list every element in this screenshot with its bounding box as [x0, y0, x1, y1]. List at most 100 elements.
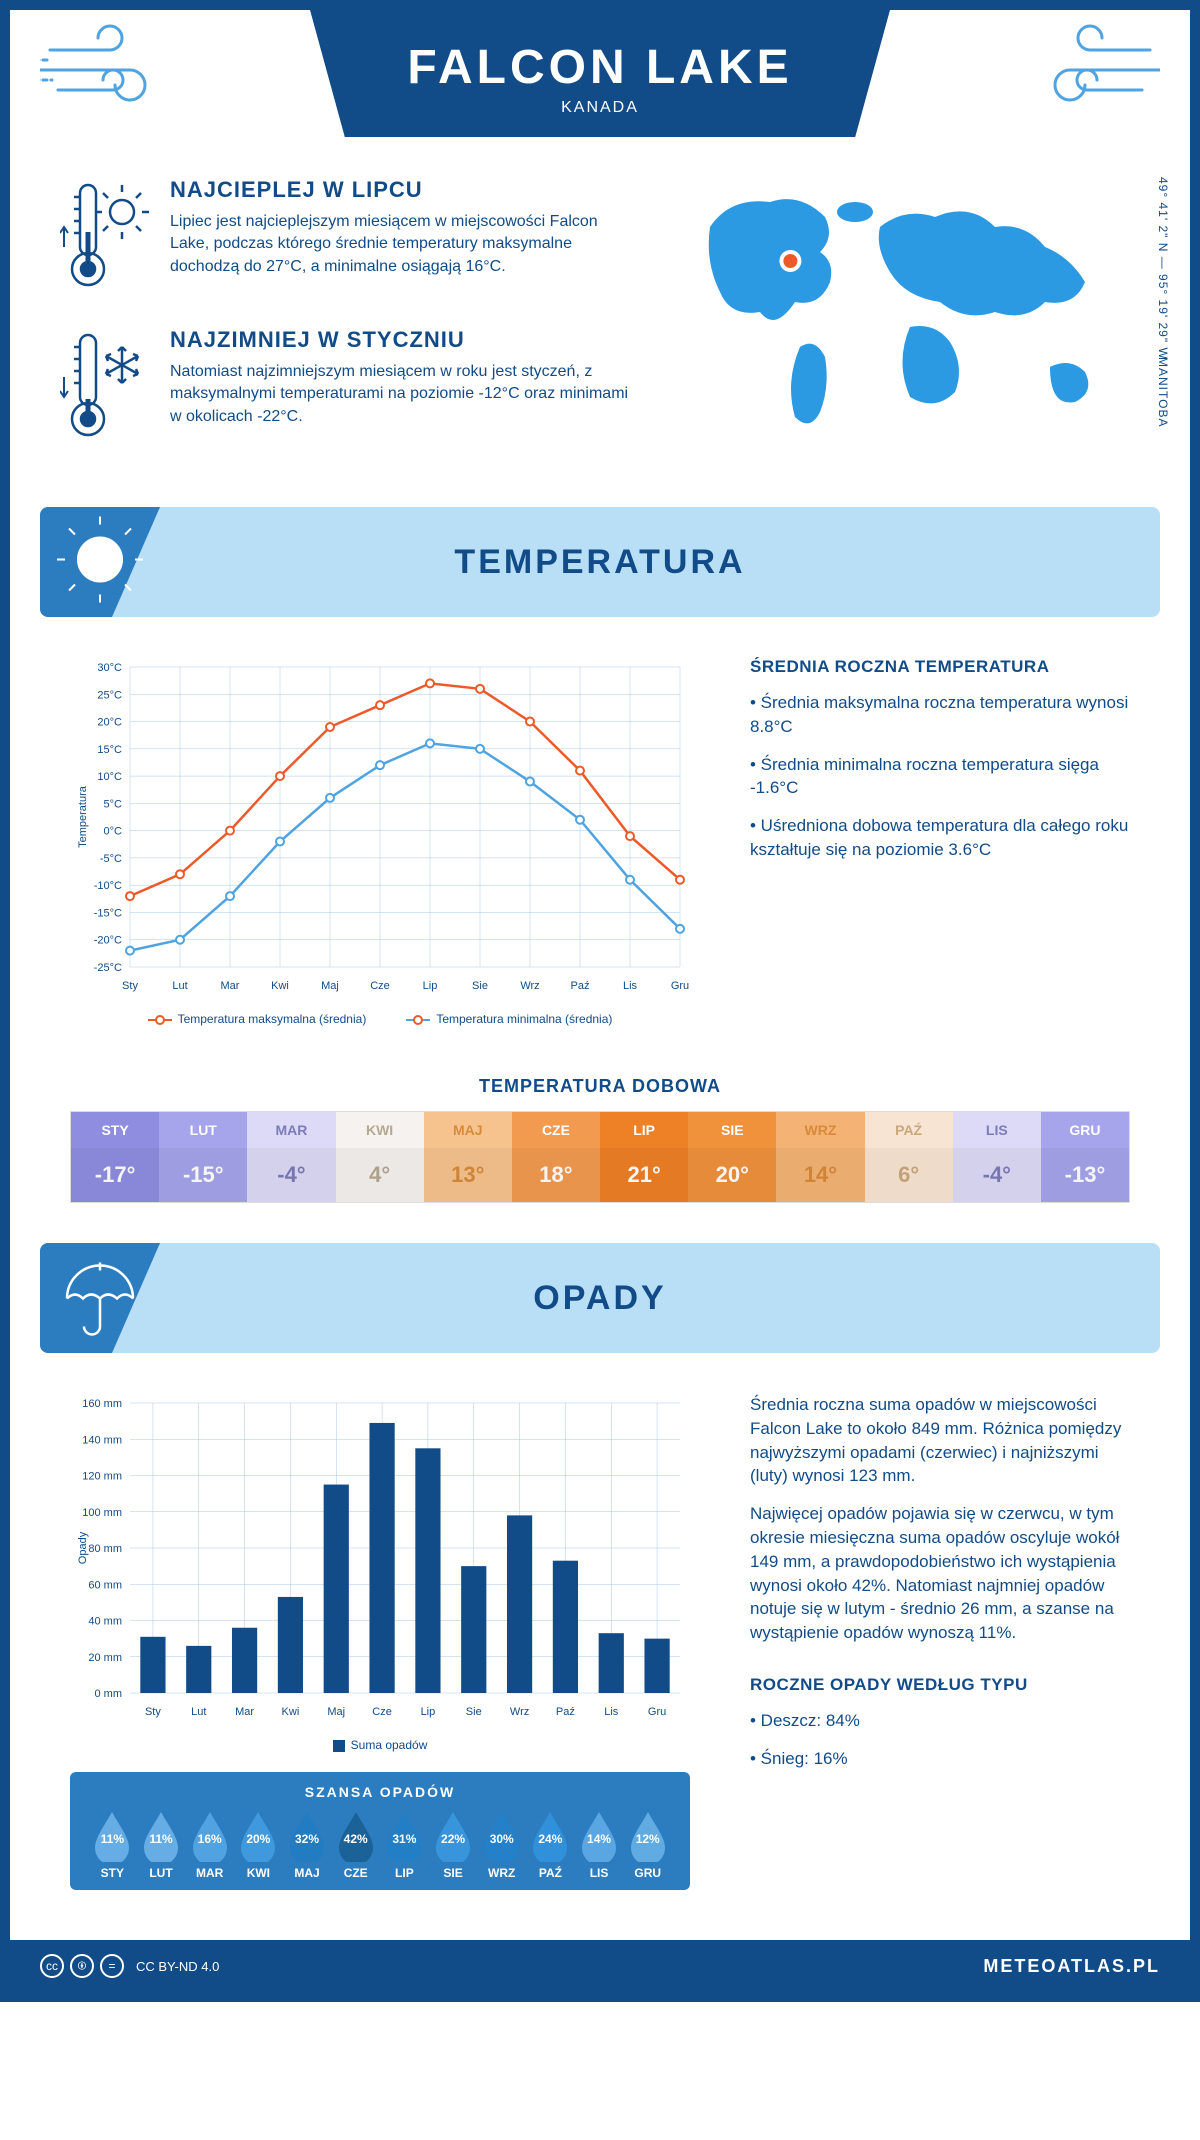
footer: cc 🅯 = CC BY-ND 4.0 METEOATLAS.PL	[10, 1940, 1190, 1992]
title-banner: FALCON LAKE KANADA	[310, 10, 890, 137]
raindrop-icon: 11%	[140, 1810, 182, 1862]
daily-cell: WRZ 14°	[776, 1112, 864, 1202]
precipitation-banner: OPADY	[40, 1243, 1160, 1353]
rain-chance-cell: 16% MAR	[185, 1810, 234, 1880]
svg-text:Sie: Sie	[466, 1706, 482, 1718]
rain-chance-cell: 32% MAJ	[283, 1810, 332, 1880]
svg-text:Cze: Cze	[372, 1706, 392, 1718]
svg-text:Lip: Lip	[423, 980, 438, 992]
svg-text:100 mm: 100 mm	[82, 1507, 122, 1519]
temperature-line-chart: -25°C -20°C -15°C -10°C -5°C 0°C 5°C 10°C 15°C 20…	[70, 657, 690, 997]
region-label: MANITOBA	[1156, 357, 1170, 427]
coldest-block: NAJZIMNIEJ W STYCZNIU Natomiast najzimni…	[60, 327, 640, 452]
raindrop-icon: 16%	[189, 1810, 231, 1862]
daily-cell: LIP 21°	[600, 1112, 688, 1202]
svg-text:Mar: Mar	[235, 1706, 254, 1718]
svg-text:-25°C: -25°C	[94, 962, 122, 974]
svg-text:Sty: Sty	[122, 980, 138, 992]
daily-temp-table: STY -17° LUT -15° MAR -4° KWI 4° MAJ 13°…	[70, 1111, 1130, 1203]
daily-cell: SIE 20°	[688, 1112, 776, 1202]
wind-icon-left	[40, 20, 180, 134]
svg-text:Lut: Lut	[172, 980, 187, 992]
location-title: FALCON LAKE	[310, 40, 890, 95]
svg-text:Lis: Lis	[604, 1706, 619, 1718]
svg-text:120 mm: 120 mm	[82, 1471, 122, 1483]
rain-chance-panel: SZANSA OPADÓW 11% STY 11% LUT 16% MAR 20…	[70, 1772, 690, 1890]
svg-text:20°C: 20°C	[97, 717, 122, 729]
temp-bullet: • Średnia minimalna roczna temperatura s…	[750, 753, 1130, 801]
precip-type-bullet: • Deszcz: 84%	[750, 1709, 1130, 1733]
rain-chance-title: SZANSA OPADÓW	[88, 1784, 672, 1800]
legend-precip-label: Suma opadów	[351, 1738, 428, 1752]
world-map: 49° 41' 2" N — 95° 19' 29" W MANITOBA	[680, 177, 1140, 477]
precipitation-summary: Średnia roczna suma opadów w miejscowośc…	[750, 1393, 1130, 1890]
rain-chance-cell: 30% WRZ	[477, 1810, 526, 1880]
precip-type-title: ROCZNE OPADY WEDŁUG TYPU	[750, 1675, 1130, 1695]
temperature-legend: .legend-swatch:nth-child(1)::after{borde…	[70, 1012, 690, 1026]
rain-chance-cell: 22% SIE	[429, 1810, 478, 1880]
svg-text:15°C: 15°C	[97, 744, 122, 756]
rain-chance-cell: 24% PAŹ	[526, 1810, 575, 1880]
svg-text:Kwi: Kwi	[282, 1706, 300, 1718]
svg-text:Sty: Sty	[145, 1706, 161, 1718]
sun-icon	[55, 515, 145, 610]
raindrop-icon: 20%	[237, 1810, 279, 1862]
svg-text:-10°C: -10°C	[94, 880, 122, 892]
legend-min-label: Temperatura minimalna (średnia)	[436, 1012, 612, 1026]
svg-text:Mar: Mar	[221, 980, 240, 992]
svg-text:Kwi: Kwi	[271, 980, 289, 992]
rain-chance-cell: 14% LIS	[575, 1810, 624, 1880]
svg-text:Cze: Cze	[370, 980, 390, 992]
temperature-banner: TEMPERATURA	[40, 507, 1160, 617]
coldest-text: Natomiast najzimniejszym miesiącem w rok…	[170, 361, 640, 428]
temperature-chart: -25°C -20°C -15°C -10°C -5°C 0°C 5°C 10°C 15°C 20…	[70, 657, 690, 1026]
temp-bullet: • Uśredniona dobowa temperatura dla całe…	[750, 814, 1130, 862]
intro-section: NAJCIEPLEJ W LIPCU Lipiec jest najcieple…	[10, 167, 1190, 507]
country-subtitle: KANADA	[310, 99, 890, 117]
svg-text:80 mm: 80 mm	[88, 1543, 122, 1555]
svg-text:Temperatura: Temperatura	[77, 785, 89, 848]
nd-icon: =	[100, 1954, 124, 1978]
raindrop-icon: 22%	[432, 1810, 474, 1862]
svg-text:-5°C: -5°C	[100, 853, 122, 865]
daily-cell: GRU -13°	[1041, 1112, 1129, 1202]
svg-text:0°C: 0°C	[104, 826, 123, 838]
svg-text:Gru: Gru	[671, 980, 689, 992]
license-block: cc 🅯 = CC BY-ND 4.0	[40, 1954, 219, 1978]
umbrella-icon	[55, 1251, 145, 1346]
svg-text:Lis: Lis	[623, 980, 638, 992]
rain-chance-cell: 11% STY	[88, 1810, 137, 1880]
svg-text:Paź: Paź	[556, 1706, 575, 1718]
temperature-content: -25°C -20°C -15°C -10°C -5°C 0°C 5°C 10°C 15°C 20…	[10, 617, 1190, 1056]
warmest-text: Lipiec jest najcieplejszym miesiącem w m…	[170, 211, 640, 278]
raindrop-icon: 11%	[91, 1810, 133, 1862]
rain-chance-cell: 31% LIP	[380, 1810, 429, 1880]
svg-text:20 mm: 20 mm	[88, 1652, 122, 1664]
precipitation-legend: Suma opadów	[70, 1738, 690, 1752]
svg-text:10°C: 10°C	[97, 771, 122, 783]
svg-text:Maj: Maj	[321, 980, 339, 992]
wind-icon-right	[1020, 20, 1160, 134]
svg-text:Lut: Lut	[191, 1706, 206, 1718]
rain-chance-cell: 42% CZE	[331, 1810, 380, 1880]
svg-text:Paź: Paź	[571, 980, 590, 992]
coordinates-label: 49° 41' 2" N — 95° 19' 29" W	[1156, 177, 1170, 360]
raindrop-icon: 30%	[481, 1810, 523, 1862]
svg-text:Opady: Opady	[77, 1531, 89, 1564]
intro-text-column: NAJCIEPLEJ W LIPCU Lipiec jest najcieple…	[60, 177, 640, 477]
raindrop-icon: 24%	[529, 1810, 571, 1862]
svg-text:-15°C: -15°C	[94, 907, 122, 919]
raindrop-icon: 42%	[335, 1810, 377, 1862]
temperature-title: TEMPERATURA	[454, 543, 745, 582]
precipitation-title: OPADY	[533, 1279, 666, 1318]
daily-cell: MAJ 13°	[424, 1112, 512, 1202]
raindrop-icon: 31%	[383, 1810, 425, 1862]
svg-text:140 mm: 140 mm	[82, 1434, 122, 1446]
daily-temp-title: TEMPERATURA DOBOWA	[10, 1076, 1190, 1097]
svg-text:5°C: 5°C	[104, 798, 123, 810]
daily-cell: KWI 4°	[336, 1112, 424, 1202]
svg-text:Lip: Lip	[421, 1706, 436, 1718]
precip-paragraph: Średnia roczna suma opadów w miejscowośc…	[750, 1393, 1130, 1488]
svg-text:-20°C: -20°C	[94, 935, 122, 947]
raindrop-icon: 32%	[286, 1810, 328, 1862]
